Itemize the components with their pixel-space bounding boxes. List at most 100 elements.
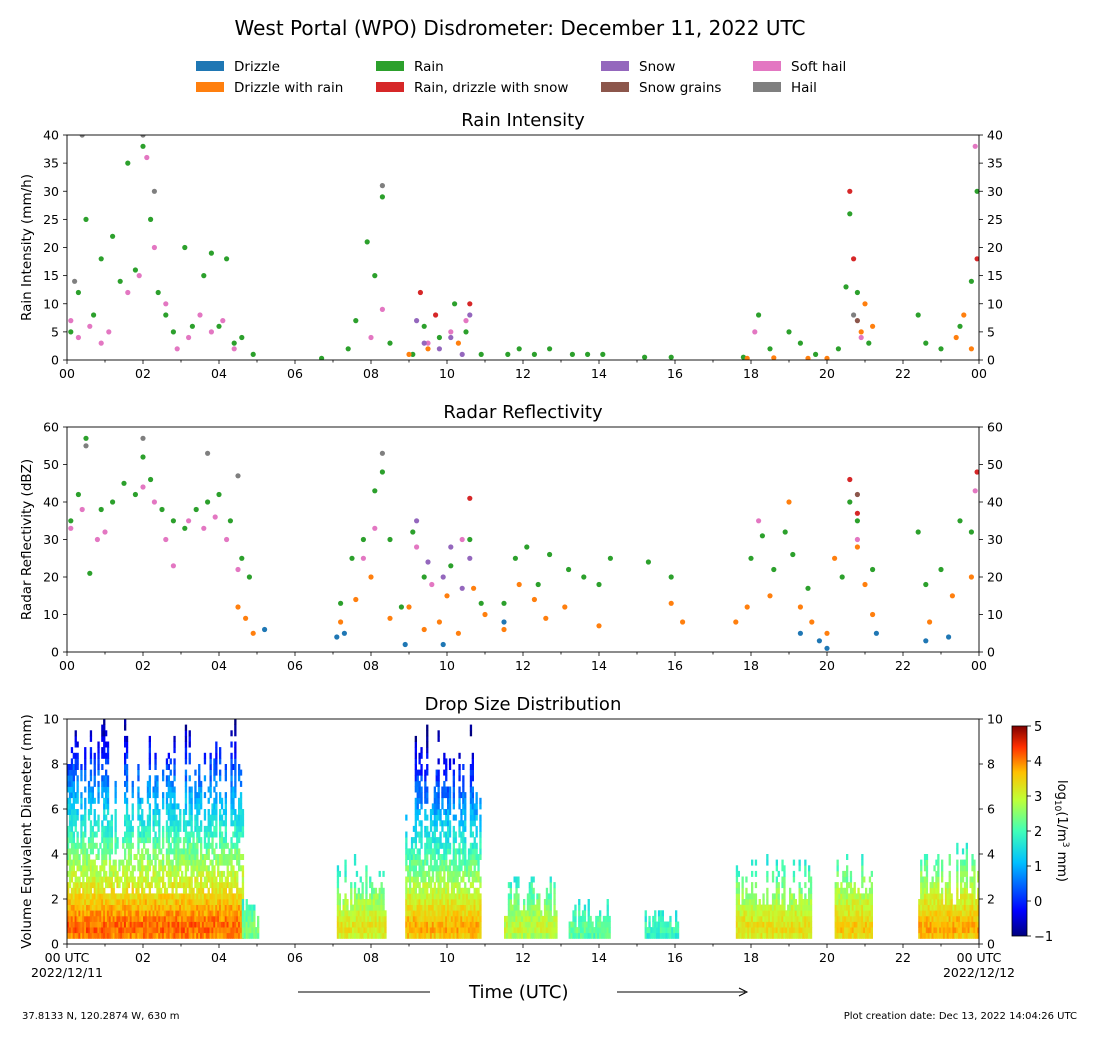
- dsd-cell: [431, 803, 435, 810]
- dsd-cell: [475, 876, 478, 883]
- legend-label: Rain, drizzle with snow: [414, 80, 569, 96]
- dsd-cell: [361, 921, 364, 928]
- dsd-cell: [538, 927, 541, 934]
- dsd-cell: [76, 854, 79, 860]
- dsd-cell: [205, 921, 208, 928]
- dsd-cell: [407, 887, 410, 894]
- dsd-cell: [454, 859, 457, 866]
- data-point: [379, 194, 385, 200]
- dsd-cell: [920, 870, 923, 877]
- dsd-cell: [72, 831, 75, 838]
- dsd-cell: [456, 865, 459, 872]
- x-tick-label: 06: [287, 658, 303, 673]
- dsd-cell: [144, 927, 148, 934]
- dsd-cell: [752, 899, 756, 905]
- dsd-cell: [68, 837, 72, 844]
- dsd-cell: [654, 915, 657, 922]
- dsd-cell: [929, 927, 932, 934]
- dsd-cell: [433, 887, 436, 894]
- dsd-cell: [219, 792, 222, 799]
- dsd-cell: [125, 803, 129, 810]
- dsd-cell: [374, 921, 378, 928]
- dsd-cell: [201, 893, 205, 900]
- dsd-cell: [106, 837, 110, 844]
- dsd-cell: [380, 927, 383, 934]
- dsd-cell: [219, 837, 222, 844]
- data-point: [148, 476, 154, 483]
- dsd-cell: [160, 848, 163, 855]
- dsd-cell: [124, 780, 127, 787]
- dsd-cell: [553, 915, 556, 922]
- dsd-cell: [348, 910, 351, 917]
- dsd-cell: [361, 904, 364, 911]
- dsd-cell: [127, 837, 131, 844]
- dsd-cell: [201, 870, 205, 877]
- dsd-cell: [230, 848, 233, 855]
- dsd-cell: [177, 803, 180, 810]
- dsd-cell: [868, 910, 872, 917]
- dsd-cell: [154, 932, 157, 939]
- dsd-cell: [184, 831, 188, 838]
- dsd-cell: [135, 854, 138, 860]
- dsd-cell: [120, 904, 123, 911]
- dsd-cell: [89, 904, 93, 911]
- dsd-cell: [418, 809, 421, 815]
- dsd-cell: [528, 899, 531, 905]
- dsd-cell: [215, 854, 218, 860]
- dsd-cell: [74, 887, 77, 894]
- dsd-cell: [220, 859, 224, 866]
- data-point: [235, 566, 241, 573]
- dsd-cell: [469, 893, 473, 900]
- dsd-cell: [122, 837, 125, 844]
- dsd-cell: [135, 927, 138, 934]
- dsd-cell: [196, 809, 199, 815]
- dsd-cell: [105, 899, 108, 905]
- dsd-cell: [443, 876, 446, 883]
- dsd-cell: [578, 927, 581, 934]
- dsd-cell: [154, 803, 157, 810]
- dsd-cell: [217, 859, 220, 866]
- dsd-cell: [471, 764, 474, 770]
- dsd-cell: [217, 865, 220, 872]
- dsd-cell: [737, 915, 740, 922]
- dsd-cell: [182, 893, 186, 900]
- dsd-cell: [238, 893, 241, 900]
- data-point: [170, 563, 176, 569]
- dsd-cell: [464, 882, 467, 889]
- dsd-cell: [775, 899, 778, 905]
- dsd-cell: [241, 820, 245, 827]
- dsd-cell: [602, 932, 606, 939]
- dsd-cell: [760, 932, 763, 939]
- dsd-cell: [777, 882, 780, 889]
- dsd-cell: [773, 910, 777, 917]
- dsd-cell: [777, 932, 780, 939]
- dsd-cell: [414, 797, 417, 804]
- dsd-cell: [416, 927, 419, 934]
- data-point: [68, 318, 74, 324]
- data-point: [607, 555, 614, 561]
- dsd-cell: [792, 921, 796, 928]
- dsd-cell: [124, 752, 127, 759]
- dsd-cell: [76, 899, 79, 905]
- dsd-cell: [194, 848, 197, 855]
- dsd-cell: [105, 854, 108, 860]
- dsd-cell: [407, 865, 410, 872]
- data-point: [482, 611, 488, 618]
- dsd-cell: [200, 910, 203, 917]
- dsd-cell: [426, 870, 429, 877]
- dsd-cell: [450, 859, 454, 866]
- dsd-cell: [220, 915, 224, 922]
- dsd-cell: [141, 882, 144, 889]
- dsd-cell: [243, 932, 246, 939]
- dsd-cell: [371, 915, 374, 922]
- dsd-cell: [165, 887, 169, 894]
- dsd-cell: [471, 859, 474, 866]
- data-point: [155, 289, 161, 296]
- dsd-cell: [766, 932, 769, 939]
- dsd-cell: [405, 859, 408, 866]
- dsd-cell: [125, 769, 129, 776]
- dsd-cell: [937, 876, 940, 883]
- dsd-cell: [125, 752, 129, 759]
- dsd-cell: [416, 809, 419, 815]
- dsd-cell: [201, 927, 205, 934]
